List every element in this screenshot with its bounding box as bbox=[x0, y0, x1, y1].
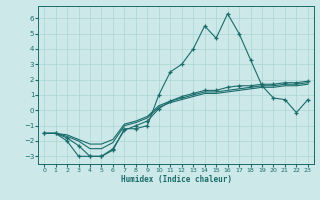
X-axis label: Humidex (Indice chaleur): Humidex (Indice chaleur) bbox=[121, 175, 231, 184]
